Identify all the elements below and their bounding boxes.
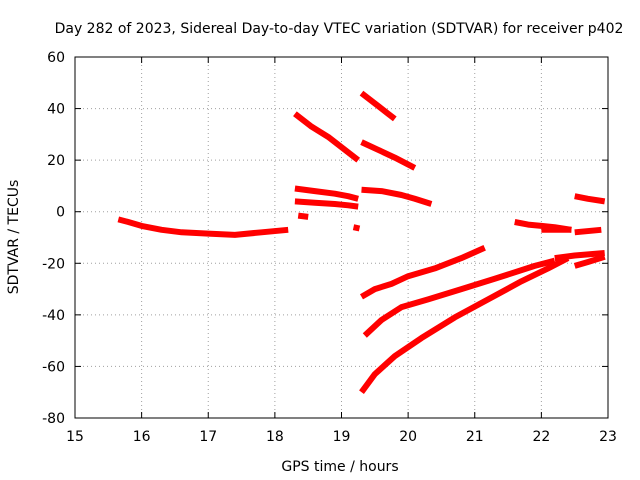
x-tick-label: 22 <box>532 429 550 445</box>
series-layer <box>117 90 606 394</box>
series-line <box>573 253 606 269</box>
x-tick-label: 18 <box>266 429 284 445</box>
series-line <box>352 224 361 232</box>
y-tick-label: -60 <box>42 359 65 375</box>
grid-layer <box>75 57 608 418</box>
y-tick-label: -40 <box>42 308 65 324</box>
tick-layer: 15 16 17 18 19 20 21 22 23 -80 -60 -40 -20 0 20 40 60 <box>42 50 617 445</box>
series-line <box>359 255 570 394</box>
series-line <box>554 250 605 262</box>
y-tick-label: -80 <box>42 411 65 427</box>
series-line <box>361 186 433 207</box>
x-tick-label: 21 <box>466 429 484 445</box>
x-tick-label: 20 <box>399 429 417 445</box>
series-line <box>362 257 556 338</box>
series-line <box>574 226 602 236</box>
y-tick-label: 60 <box>47 50 65 66</box>
x-tick-label: 16 <box>133 429 151 445</box>
x-tick-label: 17 <box>199 429 217 445</box>
series-line <box>117 216 289 238</box>
series-line <box>360 139 417 171</box>
x-tick-label: 15 <box>66 429 84 445</box>
y-tick-label: 40 <box>47 102 65 118</box>
x-tick-label: 19 <box>333 429 351 445</box>
series-line <box>574 193 606 205</box>
series-line <box>297 212 309 220</box>
series-line <box>359 245 486 300</box>
chart-title: Day 282 of 2023, Sidereal Day-to-day VTE… <box>55 21 624 37</box>
y-tick-label: -20 <box>42 256 65 272</box>
series-line <box>293 111 361 163</box>
series-line <box>359 90 397 122</box>
x-tick-label: 23 <box>599 429 617 445</box>
series-line <box>294 198 359 210</box>
series-line <box>294 185 359 202</box>
y-tick-label: 0 <box>56 205 65 221</box>
y-axis-label: SDTVAR / TECUs <box>6 180 22 295</box>
x-axis-label: GPS time / hours <box>281 459 398 475</box>
y-tick-label: 20 <box>47 153 65 169</box>
